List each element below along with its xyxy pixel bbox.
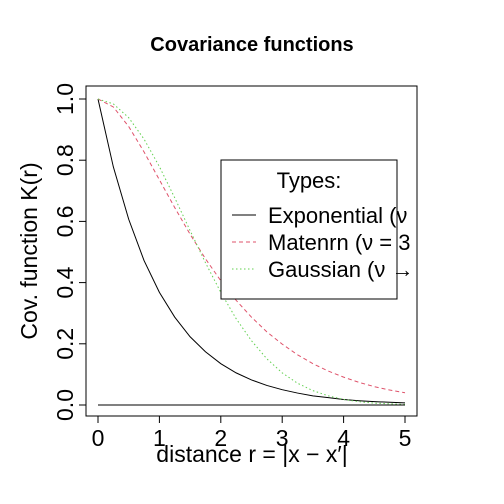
series-layer [97,98,406,406]
legend-label: Gaussian (ν → [268,257,414,282]
x-tick-label: 1 [153,425,166,451]
chart-title: Covariance functions [150,34,353,56]
y-tick-label: 0.4 [52,266,78,298]
legend-label: Exponential (ν [268,203,407,228]
legend-label: Matenrn (ν = 3 [268,230,410,255]
y-tick-label: 0.0 [52,389,78,421]
y-axis: 0.0 0.2 0.4 0.6 0.8 1.0 [52,83,87,421]
x-axis: 0 1 2 3 4 5 [92,415,412,451]
x-tick-label: 4 [337,425,350,451]
y-tick-label: 0.2 [52,328,78,360]
legend-box [220,159,398,300]
series-line-exponential [97,98,406,404]
series-line-matenrn [97,98,406,394]
legend-title: Types: [277,168,342,193]
y-tick-label: 0.8 [52,144,78,176]
y-tick-label: 1.0 [52,83,78,115]
y-tick-label: 0.6 [52,205,78,237]
x-tick-label: 5 [399,425,412,451]
x-tick-label: 3 [276,425,289,451]
x-tick-label: 2 [214,425,227,451]
x-axis-label: distance r = |x − x′| [156,441,347,467]
x-tick-label: 0 [92,425,105,451]
y-axis-label: Cov. function K(r) [16,162,42,339]
